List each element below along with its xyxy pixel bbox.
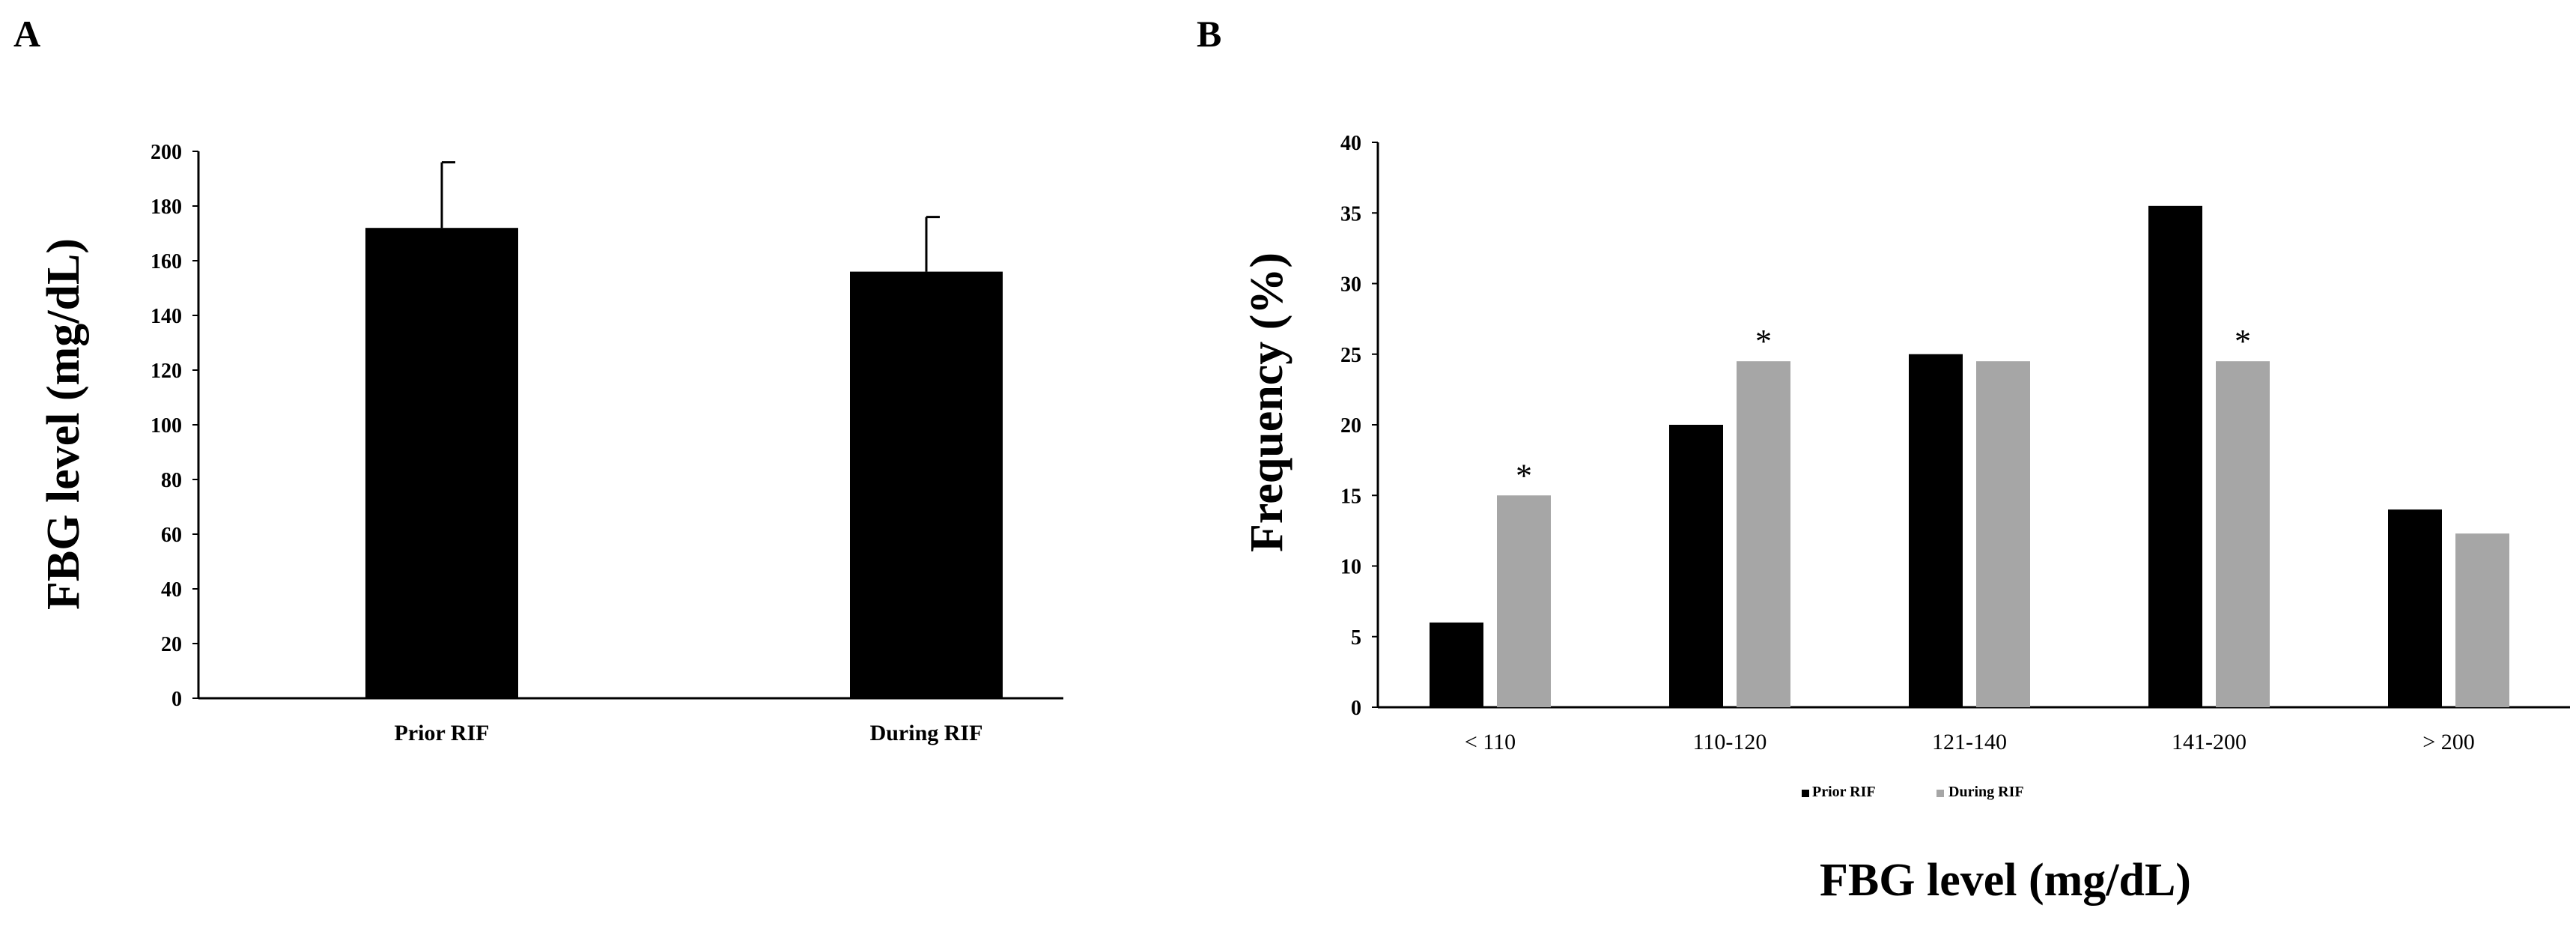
chart-a-y-tick-label: 20 <box>161 633 182 656</box>
chart-b-bar-during-rif <box>2216 361 2270 707</box>
chart-b-y-tick-label: 15 <box>1340 485 1361 508</box>
chart-a-category-label: During RIF <box>870 721 983 745</box>
chart-b-y-axis-label: Frequency (%) <box>1242 252 1292 552</box>
chart-b-category-label: < 110 <box>1465 730 1516 754</box>
chart-a-y-tick-label: 80 <box>161 469 182 492</box>
chart-b-significance-star: * <box>2235 323 2251 360</box>
chart-a-y-tick-label: 200 <box>151 141 182 164</box>
chart-b-y-tick-label: 40 <box>1340 132 1361 155</box>
chart-a-y-tick-label: 60 <box>161 524 182 547</box>
chart-b-significance-star: * <box>1516 457 1532 494</box>
chart-b-category-label: > 200 <box>2422 730 2474 754</box>
chart-b-bar-during-rif <box>1737 361 1790 707</box>
chart-a-y-tick-label: 180 <box>151 196 182 219</box>
chart-b-bar-prior-rif <box>1669 425 1723 707</box>
chart-b-bar-prior-rif <box>2148 205 2202 707</box>
chart-b-y-tick-label: 5 <box>1351 626 1361 650</box>
chart-b-bar-during-rif <box>2455 533 2509 707</box>
legend-swatch-prior-rif <box>1802 790 1809 797</box>
chart-b-category-label: 121-140 <box>1932 730 2007 754</box>
chart-b-bar-during-rif <box>1497 495 1551 707</box>
chart-b-category-label: 141-200 <box>2172 730 2247 754</box>
chart-b-bar-prior-rif <box>1430 622 1483 707</box>
chart-b-y-tick-label: 35 <box>1340 202 1361 226</box>
panel-label-b: B <box>1197 13 1221 55</box>
chart-a-y-tick-label: 40 <box>161 578 182 602</box>
chart-a-bar <box>365 228 518 698</box>
chart-b-legend: Prior RIF During RIF <box>1802 784 2024 800</box>
chart-a-y-tick-label: 100 <box>151 414 182 438</box>
chart-a-bar <box>850 271 1003 699</box>
chart-b-x-axis-label: FBG level (mg/dL) <box>1820 855 2191 906</box>
chart-a-y-tick-label: 0 <box>171 688 182 711</box>
chart-b-y-tick-label: 20 <box>1340 414 1361 438</box>
chart-b-y-tick-label: 30 <box>1340 273 1361 297</box>
legend-label-during-rif: During RIF <box>1948 784 2024 800</box>
legend-label-prior-rif: Prior RIF <box>1812 784 1876 800</box>
chart-a-category-label: Prior RIF <box>395 721 490 745</box>
chart-b-bar-during-rif <box>1976 361 2030 707</box>
chart-b-bar-prior-rif <box>2388 509 2442 707</box>
panel-label-a: A <box>13 13 40 55</box>
chart-a-y-tick-label: 160 <box>151 250 182 273</box>
chart-b: Frequency (%) FBG level (mg/dL) Prior RI… <box>1242 132 2570 906</box>
chart-a-y-axis-label: FBG level (mg/dL) <box>38 238 89 610</box>
chart-b-y-tick-label: 10 <box>1340 556 1361 579</box>
chart-a-y-tick-label: 120 <box>151 360 182 383</box>
chart-a-y-tick-label: 140 <box>151 305 182 328</box>
chart-a: FBG level (mg/dL) 0 20 40 60 80 100 120 140 160 1… <box>38 141 1063 745</box>
chart-b-bar-prior-rif <box>1909 354 1963 707</box>
chart-b-y-tick-label: 25 <box>1340 344 1361 367</box>
legend-swatch-during-rif <box>1936 790 1944 797</box>
chart-b-y-tick-label: 0 <box>1351 697 1361 720</box>
chart-b-significance-star: * <box>1755 323 1772 360</box>
chart-b-category-label: 110-120 <box>1693 730 1767 754</box>
